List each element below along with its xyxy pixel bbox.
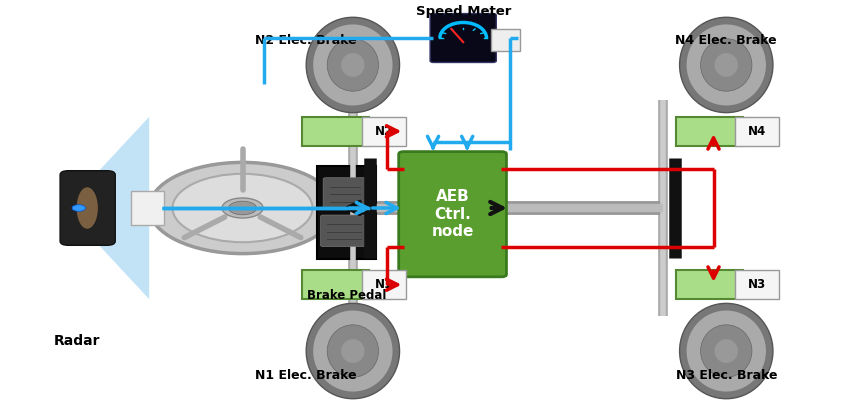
Circle shape	[150, 162, 336, 254]
Polygon shape	[65, 117, 150, 299]
FancyBboxPatch shape	[362, 117, 406, 146]
FancyBboxPatch shape	[491, 29, 520, 51]
FancyBboxPatch shape	[317, 166, 376, 259]
FancyBboxPatch shape	[735, 270, 779, 299]
FancyBboxPatch shape	[676, 270, 743, 299]
Ellipse shape	[700, 325, 752, 377]
FancyBboxPatch shape	[430, 14, 496, 62]
Text: N4 Elec. Brake: N4 Elec. Brake	[676, 34, 777, 47]
FancyBboxPatch shape	[735, 117, 779, 146]
FancyBboxPatch shape	[399, 151, 507, 277]
Text: N3: N3	[748, 278, 767, 291]
FancyBboxPatch shape	[131, 191, 164, 225]
Ellipse shape	[341, 53, 365, 77]
Circle shape	[229, 201, 257, 215]
Text: N3 Elec. Brake: N3 Elec. Brake	[676, 369, 777, 382]
Ellipse shape	[687, 25, 766, 106]
Text: Radar: Radar	[54, 334, 100, 348]
FancyBboxPatch shape	[60, 171, 116, 245]
Ellipse shape	[306, 17, 400, 113]
Ellipse shape	[313, 310, 393, 391]
FancyBboxPatch shape	[323, 178, 366, 209]
Ellipse shape	[327, 325, 378, 377]
Circle shape	[173, 174, 313, 242]
Text: N1: N1	[375, 278, 393, 291]
Ellipse shape	[687, 310, 766, 391]
Text: Brake Pedal: Brake Pedal	[307, 289, 387, 302]
FancyBboxPatch shape	[362, 270, 406, 299]
Ellipse shape	[306, 303, 400, 399]
Ellipse shape	[76, 187, 98, 229]
Ellipse shape	[341, 339, 365, 363]
FancyBboxPatch shape	[303, 117, 370, 146]
Ellipse shape	[715, 339, 738, 363]
Circle shape	[222, 198, 264, 218]
Ellipse shape	[680, 303, 773, 399]
Text: Speed Meter: Speed Meter	[416, 5, 511, 17]
Text: N2: N2	[375, 125, 393, 138]
FancyBboxPatch shape	[676, 117, 743, 146]
Ellipse shape	[715, 53, 738, 77]
FancyBboxPatch shape	[303, 270, 370, 299]
Ellipse shape	[313, 25, 393, 106]
Ellipse shape	[327, 39, 378, 91]
Circle shape	[72, 205, 86, 211]
Text: N4: N4	[748, 125, 767, 138]
Ellipse shape	[680, 17, 773, 113]
Text: AEB
Ctrl.
node: AEB Ctrl. node	[432, 189, 473, 239]
FancyBboxPatch shape	[320, 215, 368, 247]
Text: N1 Elec. Brake: N1 Elec. Brake	[255, 369, 357, 382]
Text: N2 Elec. Brake: N2 Elec. Brake	[255, 34, 357, 47]
Ellipse shape	[700, 39, 752, 91]
